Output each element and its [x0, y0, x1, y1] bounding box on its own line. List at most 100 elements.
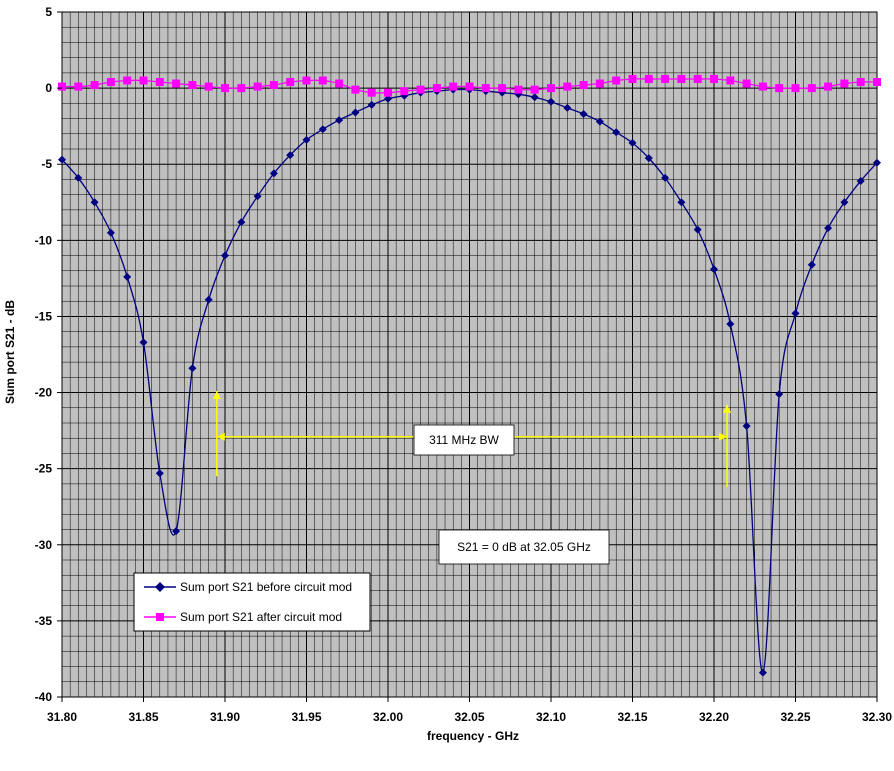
legend-box — [133, 572, 371, 632]
legend-marker-before — [155, 582, 165, 592]
bandwidth-vertical-arrowhead-right — [723, 404, 732, 413]
x-tick-label: 31.85 — [128, 710, 158, 724]
y-tick-label: -25 — [35, 462, 53, 476]
data-point-before — [530, 93, 539, 102]
x-axis-title: frequency - GHz — [427, 729, 519, 743]
data-point-before — [742, 422, 751, 431]
series-layer — [58, 74, 881, 677]
data-point-after — [693, 74, 702, 83]
x-tick-label: 31.80 — [47, 710, 77, 724]
data-point-after — [481, 84, 490, 93]
y-tick-label: -30 — [35, 538, 53, 552]
data-point-after — [807, 84, 816, 93]
data-point-after — [644, 74, 653, 83]
major-gridlines — [62, 12, 877, 697]
x-axis-ticks: 31.80 31.85 31.90 31.95 32.00 32.05 32.10 32.15… — [47, 697, 892, 724]
data-point-after — [726, 76, 735, 85]
data-point-before — [384, 94, 392, 103]
data-point-after — [335, 79, 344, 88]
x-tick-label: 31.90 — [210, 710, 240, 724]
data-point-after — [595, 79, 604, 88]
data-point-before — [172, 527, 181, 536]
data-point-before — [807, 260, 816, 269]
s21-label: S21 = 0 dB at 32.05 GHz — [457, 540, 591, 554]
data-point-after — [172, 79, 181, 88]
x-tick-label: 32.05 — [454, 710, 484, 724]
data-point-before — [628, 138, 637, 147]
data-point-after — [188, 81, 197, 90]
data-point-before — [726, 320, 735, 329]
data-point-before — [644, 154, 653, 163]
data-point-before — [318, 125, 327, 134]
bandwidth-vertical-arrowhead-left — [212, 391, 221, 400]
data-point-after — [123, 76, 132, 85]
data-point-after — [221, 84, 229, 93]
data-point-before — [335, 116, 344, 125]
data-point-after — [432, 84, 441, 93]
y-axis-ticks: 5 0 -5 -10 -15 -20 -25 -30 -35 -40 — [35, 5, 62, 704]
x-tick-label: 32.25 — [780, 710, 810, 724]
data-point-before — [547, 97, 555, 106]
data-point-after — [824, 82, 833, 91]
y-tick-label: -10 — [35, 233, 53, 247]
bandwidth-label-box — [413, 424, 515, 456]
data-point-before — [873, 158, 881, 167]
data-point-before — [155, 469, 164, 478]
data-point-after — [318, 76, 327, 85]
data-point-after — [530, 85, 539, 94]
y-tick-label: -20 — [35, 386, 53, 400]
data-point-after — [302, 76, 311, 85]
data-point-after — [269, 81, 278, 90]
data-point-after — [563, 82, 572, 91]
x-tick-label: 32.10 — [536, 710, 566, 724]
data-point-after — [155, 78, 164, 87]
data-point-after — [791, 84, 800, 93]
x-tick-label: 32.30 — [862, 710, 892, 724]
data-point-after — [856, 78, 865, 87]
data-point-after — [465, 82, 474, 91]
legend-label-after: Sum port S21 after circuit mod — [180, 610, 342, 624]
y-tick-label: -5 — [41, 157, 52, 171]
bandwidth-arrowhead-right — [719, 432, 728, 441]
legend-marker-after — [156, 613, 164, 621]
data-point-after — [286, 78, 295, 87]
data-point-after — [204, 82, 213, 91]
data-point-after — [579, 81, 588, 90]
data-point-after — [58, 82, 66, 91]
data-point-before — [58, 155, 66, 164]
data-point-after — [775, 84, 784, 93]
data-point-before — [661, 173, 670, 182]
data-point-after — [742, 79, 751, 88]
legend-label-before: Sum port S21 before circuit mod — [180, 580, 352, 594]
bandwidth-annotation: 311 MHz BW — [413, 424, 515, 456]
data-point-after — [416, 85, 425, 94]
data-point-before — [563, 103, 572, 112]
data-point-before — [221, 251, 229, 260]
data-point-after — [400, 87, 409, 96]
data-point-before — [367, 100, 376, 109]
s21-annotation: S21 = 0 dB at 32.05 GHz — [438, 529, 610, 565]
x-tick-label: 32.15 — [617, 710, 647, 724]
data-point-before — [123, 272, 132, 281]
data-point-after — [253, 82, 262, 91]
bandwidth-arrowhead-left — [216, 432, 225, 441]
data-point-after — [106, 78, 115, 87]
data-point-before — [90, 198, 99, 207]
data-point-after — [90, 81, 99, 90]
data-point-before — [237, 218, 246, 227]
data-point-after — [710, 74, 718, 83]
series-line-before — [61, 88, 878, 674]
data-point-before — [595, 117, 604, 126]
data-point-after — [840, 79, 849, 88]
data-point-after — [758, 82, 767, 91]
data-point-before — [824, 224, 833, 233]
data-point-before — [791, 309, 800, 318]
y-tick-label: 0 — [45, 81, 52, 95]
data-point-before — [188, 364, 197, 373]
data-point-after — [514, 85, 523, 94]
data-point-before — [204, 295, 213, 304]
data-point-after — [628, 74, 637, 83]
data-point-before — [106, 228, 115, 237]
data-point-after — [384, 88, 392, 97]
